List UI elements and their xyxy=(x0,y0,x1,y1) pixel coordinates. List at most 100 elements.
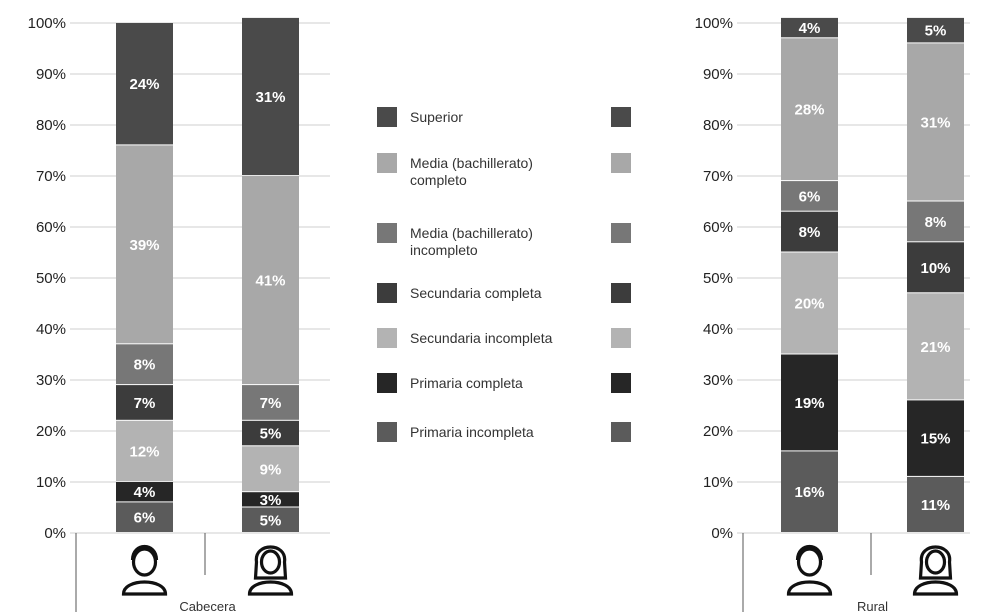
y-tick-label: 80% xyxy=(36,117,66,134)
legend-swatch xyxy=(611,223,631,243)
legend-swatch xyxy=(611,107,631,127)
data-label: 21% xyxy=(920,339,950,356)
bar-segment xyxy=(907,43,964,201)
legend-swatch xyxy=(377,328,397,348)
y-tick-label: 60% xyxy=(36,219,66,236)
bar-segment xyxy=(781,252,838,354)
group-label: Rural xyxy=(857,599,888,614)
bar-segment xyxy=(116,344,173,385)
y-tick-label: 0% xyxy=(711,525,733,542)
bar-segment xyxy=(242,492,299,507)
data-label: 5% xyxy=(925,23,947,40)
bar-segment xyxy=(907,17,964,43)
data-label: 12% xyxy=(129,443,159,460)
data-label: 7% xyxy=(260,395,282,412)
bar-segment xyxy=(116,482,173,502)
y-tick-label: 10% xyxy=(703,474,733,491)
bar-segment xyxy=(116,420,173,481)
bar-segment xyxy=(242,420,299,446)
y-tick-label: 20% xyxy=(36,423,66,440)
legend-label: incompleto xyxy=(410,242,478,258)
data-label: 41% xyxy=(255,273,285,290)
bar-segment xyxy=(116,385,173,420)
y-tick-label: 50% xyxy=(703,270,733,287)
legend-swatch xyxy=(611,422,631,442)
data-label: 31% xyxy=(920,114,950,131)
bar-segment xyxy=(242,17,299,176)
legend-label: Superior xyxy=(410,109,463,125)
legend-label: Secundaria incompleta xyxy=(410,330,553,346)
chart-panel-cabecera: 0% 10% 20% 30% 40% 50% 60% 70% 80% 90% 100% 6% 4% 12%… xyxy=(28,15,330,614)
bar-segment xyxy=(242,385,299,420)
bar-segment xyxy=(781,17,838,38)
legend-swatch xyxy=(377,422,397,442)
y-tick-label: 100% xyxy=(28,15,66,32)
bar-segment xyxy=(781,211,838,252)
bar-segment xyxy=(242,176,299,385)
legend-swatch xyxy=(377,223,397,243)
data-label: 9% xyxy=(260,461,282,478)
data-label: 19% xyxy=(794,395,824,412)
legend-swatch xyxy=(377,373,397,393)
legend-swatch xyxy=(611,283,631,303)
data-label: 24% xyxy=(129,76,159,93)
y-tick-label: 80% xyxy=(703,117,733,134)
data-label: 8% xyxy=(799,224,821,241)
data-label: 5% xyxy=(260,426,282,443)
legend-label: Secundaria completa xyxy=(410,285,542,301)
legend-label: Media (bachillerato) xyxy=(410,225,533,241)
bar-segment xyxy=(116,23,173,145)
legend-label: Media (bachillerato) xyxy=(410,155,533,171)
data-label: 15% xyxy=(920,431,950,448)
data-label: 8% xyxy=(925,214,947,231)
y-tick-label: 30% xyxy=(36,372,66,389)
data-label: 5% xyxy=(260,512,282,529)
y-tick-label: 20% xyxy=(703,423,733,440)
data-label: 3% xyxy=(260,492,282,509)
y-tick-label: 30% xyxy=(703,372,733,389)
data-label: 31% xyxy=(255,89,285,106)
legend-item-media-incompleto: Media (bachillerato)incompleto xyxy=(377,223,631,258)
y-tick-label: 10% xyxy=(36,474,66,491)
bar-segment xyxy=(907,242,964,293)
data-label: 11% xyxy=(921,497,950,514)
bar-segment xyxy=(781,181,838,211)
y-tick-label: 60% xyxy=(703,219,733,236)
legend-swatch xyxy=(377,153,397,173)
legend-swatch xyxy=(377,283,397,303)
legend-item-superior: Superior xyxy=(377,107,631,127)
y-tick-label: 70% xyxy=(36,168,66,185)
bar-segment xyxy=(907,400,964,476)
bar-segment xyxy=(116,145,173,344)
chart-panel-rural: 0% 10% 20% 30% 40% 50% 60% 70% 80% 90% 100% 16% 19% 2… xyxy=(695,15,970,614)
data-label: 8% xyxy=(134,357,156,374)
legend-label: Primaria incompleta xyxy=(410,424,534,440)
y-tick-label: 90% xyxy=(703,66,733,83)
legend-swatch xyxy=(611,328,631,348)
legend-swatch xyxy=(611,153,631,173)
legend-item-primaria-completa: Primaria completa xyxy=(377,373,631,393)
female-icon xyxy=(247,545,294,596)
legend-label: completo xyxy=(410,172,467,188)
bar-segment xyxy=(242,507,299,532)
bar-segment xyxy=(907,293,964,400)
male-icon xyxy=(786,544,833,596)
data-label: 20% xyxy=(794,296,824,313)
bar-segment xyxy=(116,502,173,532)
legend-item-secundaria-incompleta: Secundaria incompleta xyxy=(377,328,631,348)
group-label: Cabecera xyxy=(179,599,236,614)
data-label: 39% xyxy=(129,237,159,254)
legend-item-media-completo: Media (bachillerato)completo xyxy=(377,153,631,188)
data-label: 28% xyxy=(794,102,824,119)
legend-label: Primaria completa xyxy=(410,375,523,391)
data-label: 6% xyxy=(134,510,156,527)
legend-swatch xyxy=(377,107,397,127)
data-label: 10% xyxy=(920,260,950,277)
y-tick-label: 50% xyxy=(36,270,66,287)
bar-segment xyxy=(781,354,838,451)
y-tick-label: 0% xyxy=(44,525,66,542)
data-label: 6% xyxy=(799,188,821,205)
data-label: 4% xyxy=(134,484,156,501)
y-tick-label: 40% xyxy=(703,321,733,338)
